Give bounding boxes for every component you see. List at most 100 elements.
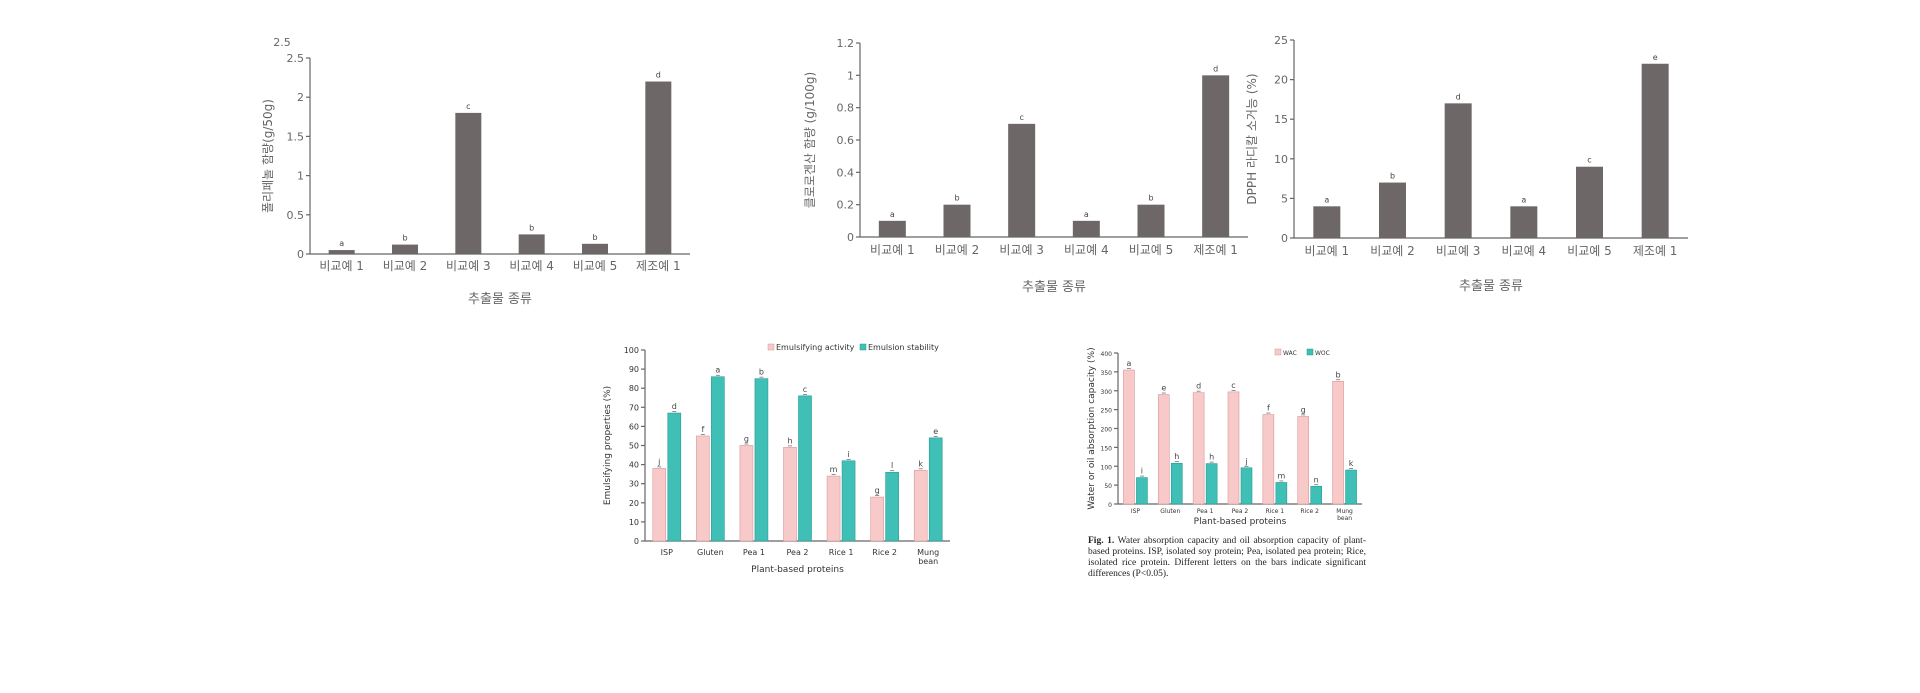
chart4-legend-label: Emulsifying activity [776, 343, 855, 352]
chart4-sig-letter: e [933, 427, 938, 436]
chart1-cat-label: 비교예 3 [446, 259, 491, 273]
chart1-cat-label: 제조예 1 [636, 259, 681, 273]
chart4-ytick-label: 90 [629, 365, 639, 374]
chart1-sig-letter: d [656, 71, 661, 80]
chart1-ytick-label: 2.5 [287, 52, 305, 65]
chart4-cat-label: Rice 1 [829, 548, 854, 557]
chart4-sig-letter: a [715, 366, 720, 375]
chart4-sig-letter: m [830, 465, 838, 474]
chart4-bar-s1 [783, 447, 797, 542]
chart5-bar-s2 [1310, 485, 1323, 505]
chart5-ytick-label: 50 [1104, 483, 1112, 490]
chart2-ytick-label: 0.2 [837, 199, 855, 212]
chart1-bar [518, 234, 545, 254]
chart4-sig-letter: g [744, 435, 749, 444]
chart5-bar-s1 [1297, 416, 1310, 505]
chart4-sig-letter: c [803, 385, 807, 394]
chart4-cat-label: Mung [917, 548, 939, 557]
chart3-cat-label: 비교예 2 [1370, 244, 1415, 258]
chart5-ytick-label: 150 [1101, 445, 1113, 452]
chart3-ytick-label: 10 [1274, 153, 1288, 166]
chart5-sig-letter: i [1141, 467, 1143, 476]
chart5-ytick-label: 300 [1101, 389, 1113, 396]
chart3-x-axis-label: 추출물 종류 [1459, 279, 1523, 294]
chart4-sig-letter: h [787, 436, 792, 445]
chart2-sig-letter: a [1084, 210, 1089, 219]
chart4-y-axis-label: Emulsifying properties (%) [603, 386, 613, 505]
chart1-sig-letter: b [592, 233, 597, 242]
chart4-x-axis-label: Plant-based proteins [751, 565, 844, 575]
chart5-legend-label: WAC [1283, 350, 1297, 357]
chart1-ytick-label: 1.5 [287, 130, 305, 143]
chart4-bar-s1 [870, 496, 884, 542]
chart2-ytick-label: 1 [847, 69, 854, 82]
chart1-bar [455, 112, 482, 254]
chart5-x-axis-label: Plant-based proteins [1194, 517, 1287, 527]
chart2-x-axis-label: 추출물 종류 [1022, 280, 1086, 295]
chart3-cat-label: 비교예 1 [1305, 244, 1350, 258]
chart2-bar [878, 220, 906, 237]
chart2-cat-label: 비교예 4 [1064, 243, 1109, 257]
chart5-bar-s2 [1345, 469, 1357, 505]
chart5-bar-s1 [1192, 392, 1205, 505]
chart5-sig-letter: h [1174, 452, 1179, 461]
chart4-ytick-label: 80 [629, 384, 639, 393]
chart4-ytick-label: 10 [629, 518, 639, 527]
chart1-ytick-label: 2 [297, 91, 304, 104]
chart4-cat-label: Pea 2 [787, 548, 809, 557]
chart3-sig-letter: e [1653, 53, 1658, 62]
chart5-cat-label: Rice 1 [1266, 508, 1285, 515]
chart1-bar [582, 243, 608, 254]
chart4-bar-s1 [913, 470, 928, 542]
chart1-cat-label: 비교예 1 [319, 259, 364, 273]
chart4-sig-letter: l [891, 461, 893, 470]
chart3-bar [1641, 63, 1669, 239]
chart1-ytick-label: 0 [297, 248, 304, 261]
chart2-sig-letter: c [1019, 113, 1023, 122]
chart5-ytick-label: 350 [1101, 370, 1113, 377]
chart4-legend-label: Emulsion stability [868, 343, 939, 352]
chart2-sig-letter: b [1148, 194, 1153, 203]
chart5-sig-letter: k [1349, 459, 1354, 468]
chart2-y-axis-label: 클로로겐산 함량 (g/100g) [803, 72, 817, 208]
chart2-cat-label: 비교예 3 [999, 243, 1044, 257]
chart4-bar-s1 [739, 445, 754, 542]
figure-caption: Fig. 1. Water absorption capacity and oi… [1088, 536, 1366, 580]
chart5-sig-letter: e [1161, 384, 1166, 393]
chart5-cat-label: Mung [1336, 508, 1353, 515]
chart5-bar-s1 [1157, 394, 1170, 505]
chart5-sig-letter: c [1231, 381, 1235, 390]
chart3-ytick-label: 20 [1274, 74, 1288, 87]
chart1-extra-label: 2.5 [273, 36, 291, 49]
chart4-bar-s2 [667, 412, 682, 542]
chart1-bar [328, 250, 355, 254]
chart5-cat-label: Pea 2 [1232, 508, 1249, 515]
chart3-sig-letter: a [1324, 195, 1329, 204]
chart4-cat-label: Pea 1 [743, 548, 765, 557]
chart2-ytick-label: 0.8 [837, 102, 855, 115]
chart5-cat-label: ISP [1131, 508, 1141, 515]
chart4-ytick-label: 50 [629, 442, 639, 451]
chart3-cat-label: 비교예 5 [1567, 244, 1612, 258]
chart2-cat-label: 제조예 1 [1193, 243, 1238, 257]
chart5-cat-label: Rice 2 [1300, 508, 1319, 515]
chart2-cat-label: 비교예 5 [1129, 243, 1174, 257]
chart3-bar [1576, 166, 1603, 238]
chart1-x-axis-label: 추출물 종류 [468, 292, 532, 307]
chart5-ytick-label: 250 [1101, 408, 1113, 415]
chart5-legend-label: WOC [1315, 350, 1330, 357]
chart4-legend-swatch [859, 343, 867, 351]
chart4-sig-letter: f [701, 425, 704, 434]
chart4-ytick-label: 30 [629, 480, 639, 489]
chart4-ytick-label: 60 [629, 422, 639, 431]
chart3-ytick-label: 0 [1281, 232, 1288, 245]
chart3-sig-letter: c [1587, 156, 1591, 165]
chart4-sig-letter: d [672, 402, 677, 411]
chart1-cat-label: 비교예 4 [509, 259, 554, 273]
chart5-ytick-label: 200 [1101, 427, 1113, 434]
chart2-ytick-label: 0.4 [837, 166, 855, 179]
chart5-legend-swatch [1274, 348, 1282, 356]
chart1-bar [645, 81, 672, 255]
chart4-legend-swatch [767, 343, 775, 351]
